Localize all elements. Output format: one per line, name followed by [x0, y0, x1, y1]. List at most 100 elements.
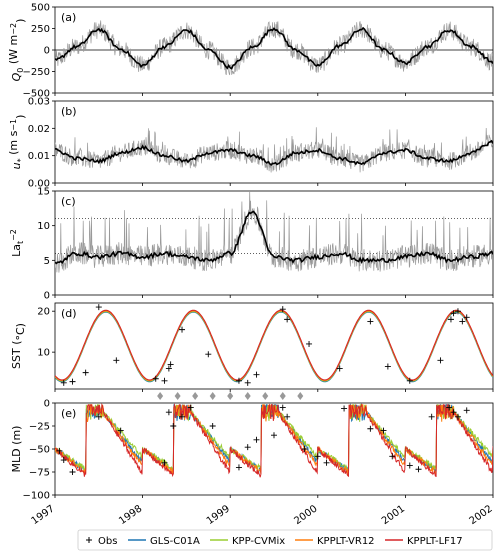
sst-model-line-KPP-CVMix [55, 310, 493, 382]
y-tick-label: −250 [23, 67, 50, 78]
obs-marker [341, 405, 348, 412]
diamond-marker [262, 392, 269, 400]
x-tick-label: 1998 [117, 503, 144, 527]
diamond-marker [192, 392, 199, 400]
smoothed-series-line [55, 26, 493, 70]
obs-marker [279, 404, 286, 411]
legend: Obs GLS-C01A KPP-CVMix KPPLT-VR12 KPPLT-LF17 [77, 529, 493, 551]
obs-marker [389, 453, 396, 460]
obs-marker [284, 413, 291, 420]
obs-marker [113, 357, 120, 364]
panel-e: −100 −75 −50 −25 0 (e) MLD (m) [10, 399, 494, 502]
axes-frame [54, 302, 494, 390]
diamond-marker [244, 392, 251, 400]
plot-area [55, 309, 493, 383]
y-tick-label: 20 [37, 307, 50, 318]
obs-marker [167, 361, 174, 368]
obs-marker [179, 413, 186, 420]
raw-series-line [55, 20, 493, 76]
y-axis-label: SST (°C) [10, 323, 27, 369]
obs-marker [82, 369, 89, 376]
obs-marker [380, 427, 387, 434]
legend-label-KPPLT-VR12: KPPLT-VR12 [317, 536, 375, 547]
legend-label-GLS-C01A: GLS-C01A [150, 536, 200, 547]
obs-marker [314, 453, 321, 460]
obs-marker [454, 308, 461, 315]
obs-marker [56, 447, 63, 454]
y-axis-label: Lat−2 [9, 229, 25, 257]
obs-marker [60, 379, 67, 386]
obs-marker [165, 365, 172, 372]
axes-frame [54, 100, 494, 184]
y-tick-label: 10 [37, 348, 50, 359]
obs-marker [60, 457, 67, 464]
raw-series-line [55, 127, 493, 173]
y-tick-label: −25 [29, 422, 50, 433]
y-axis-label: Q0 (W m−2) [7, 19, 27, 82]
panel-a: −500 −250 0 250 500 (a) Q0 (W m−2) [7, 3, 494, 100]
x-tick-label: 2001 [380, 503, 407, 527]
y-tick-label: 5 [44, 256, 50, 267]
obs-marker [152, 375, 159, 382]
legend-obs-marker [86, 537, 92, 543]
x-tick-label: 1999 [205, 503, 232, 527]
obs-marker [450, 310, 457, 317]
panel-label: (a) [61, 11, 76, 24]
diamond-marker [174, 392, 181, 400]
x-axis: 1997 1998 1999 2000 2001 2002 [30, 503, 495, 527]
y-tick-label: 0.03 [28, 97, 50, 108]
obs-marker [253, 371, 260, 378]
panel-c: 0 5 10 15 (c) Lat−2 [9, 187, 494, 302]
obs-marker [301, 446, 308, 452]
obs-marker [170, 423, 177, 429]
legend-frame [77, 529, 493, 551]
obs-marker [446, 404, 453, 411]
y-tick-label: 250 [31, 24, 50, 35]
obs-marker [406, 377, 413, 384]
y-tick-label: 0.00 [28, 179, 50, 190]
obs-marker [463, 314, 470, 321]
y-tick-label: 0.01 [28, 151, 50, 162]
obs-marker [244, 444, 251, 451]
diamond-marker [157, 392, 164, 400]
axes-frame [54, 190, 494, 296]
obs-marker [463, 407, 470, 414]
obs-marker [179, 326, 186, 333]
legend-label-KPP-CVMix: KPP-CVMix [232, 536, 285, 547]
obs-marker [95, 413, 102, 420]
y-tick-label: 0 [44, 399, 50, 410]
obs-marker [187, 404, 194, 411]
y-axis-label: MLD (m) [10, 426, 23, 473]
y-tick-label: 0 [44, 46, 50, 57]
x-tick-label: 2000 [292, 503, 319, 527]
obs-marker [459, 318, 466, 325]
y-tick-label: −75 [29, 468, 50, 479]
y-tick-label: −50 [29, 445, 50, 456]
obs-marker [69, 378, 76, 385]
obs-marker [447, 316, 454, 323]
obs-marker [306, 340, 313, 347]
legend-label-KPPLT-LF17: KPPLT-LF17 [407, 536, 463, 547]
y-tick-label: 10 [37, 221, 50, 232]
obs-marker [384, 363, 391, 370]
plot-area [55, 127, 493, 173]
y-tick-label: 15 [37, 187, 50, 198]
obs-marker [69, 469, 76, 475]
obs-marker [165, 409, 172, 416]
sst-model-line-KPPLT-VR12 [55, 310, 493, 382]
obs-marker [336, 365, 343, 372]
obs-marker [205, 351, 212, 358]
obs-marker [279, 306, 286, 313]
diamond-marker [209, 392, 216, 400]
obs-marker [117, 427, 124, 434]
obs-marker [415, 466, 422, 473]
panel-b: 0.00 0.01 0.02 0.03 (b) u* (m s−1) [7, 97, 494, 190]
obs-marker [161, 459, 168, 466]
obs-marker [450, 409, 457, 416]
obs-marker [437, 357, 444, 364]
obs-marker [95, 304, 102, 311]
diamond-marker [297, 392, 304, 400]
obs-marker [428, 413, 435, 420]
mld-model-line-KPPLT-LF17 [55, 403, 493, 478]
